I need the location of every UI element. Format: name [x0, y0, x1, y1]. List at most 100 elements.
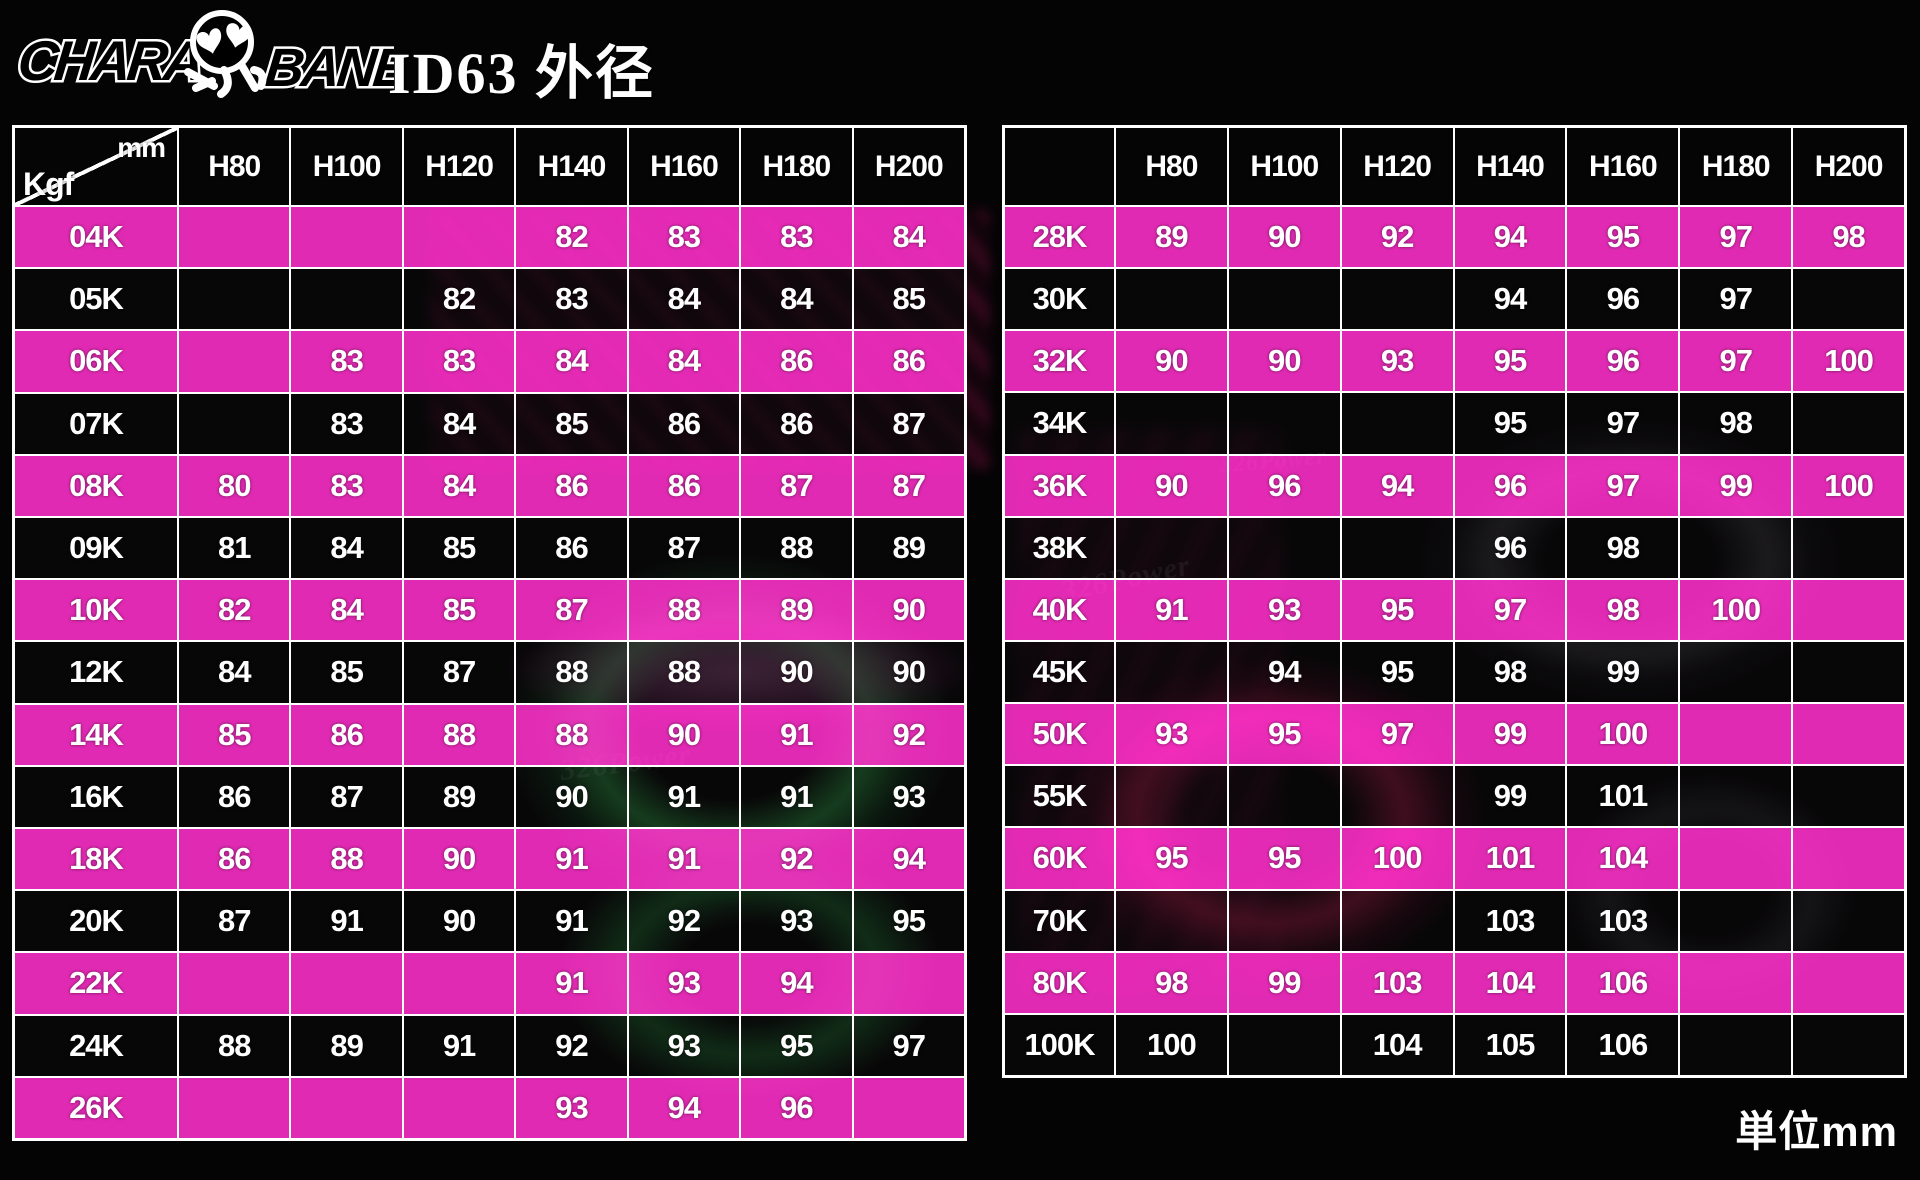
cell-40k-h160: 98: [1566, 578, 1680, 641]
cell-38k-h80: [1115, 516, 1228, 579]
cell-45k-h120: 95: [1340, 640, 1454, 704]
cell-08k-h80: 80: [178, 454, 291, 517]
cell-26k-h180: 96: [740, 1076, 853, 1139]
cell-12k-h200: 90: [852, 641, 965, 704]
cell-04k-h140: 82: [515, 206, 628, 269]
cell-70k-h100: [1227, 889, 1341, 952]
cell-05k-h120: 82: [402, 268, 516, 331]
cell-30k-h140: 94: [1453, 268, 1567, 331]
cell-50k-h80: 93: [1115, 703, 1228, 766]
row-label-30k: 30K: [1004, 268, 1115, 331]
charabane-logo: CHARA BANE: [10, 6, 417, 111]
cell-20k-h140: 91: [515, 890, 628, 953]
cell-08k-h160: 86: [627, 454, 741, 517]
cell-80k-h120: 103: [1340, 951, 1454, 1014]
cell-34k-h80: [1115, 392, 1228, 455]
cell-28k-h160: 95: [1566, 206, 1680, 269]
cell-10k-h160: 88: [627, 579, 741, 642]
cell-08k-h120: 84: [402, 454, 516, 517]
corner-kgf-label: Kgf: [23, 166, 74, 202]
cell-30k-h120: [1340, 268, 1454, 331]
cell-04k-h200: 84: [852, 206, 965, 269]
cell-32k-h200: 100: [1792, 330, 1905, 393]
corner-header-blank: [1004, 127, 1115, 206]
column-header-h80: H80: [178, 127, 291, 206]
cell-18k-h140: 91: [515, 828, 628, 891]
cell-24k-h80: 88: [178, 1014, 291, 1077]
cell-16k-h120: 89: [402, 765, 516, 828]
row-label-45k: 45K: [1004, 640, 1115, 704]
cell-09k-h180: 88: [740, 517, 853, 580]
row-label-80k: 80K: [1004, 951, 1115, 1014]
cell-32k-h180: 97: [1679, 330, 1793, 393]
cell-04k-h80: [178, 206, 291, 269]
cell-09k-h160: 87: [627, 517, 741, 580]
cell-10k-h80: 82: [178, 579, 291, 642]
cell-34k-h140: 95: [1453, 392, 1567, 455]
column-header-h200: H200: [852, 127, 965, 206]
row-label-07k: 07K: [14, 392, 178, 455]
cell-08k-h200: 87: [852, 454, 965, 517]
cell-55k-h160: 101: [1566, 765, 1680, 828]
cell-80k-h160: 106: [1566, 951, 1680, 1014]
cell-05k-h100: [290, 268, 403, 331]
cell-10k-h120: 85: [402, 579, 516, 642]
cell-14k-h80: 85: [178, 703, 291, 766]
cell-12k-h160: 88: [627, 641, 741, 704]
cell-22k-h200: [852, 952, 965, 1015]
row-label-38k: 38K: [1004, 516, 1115, 579]
cell-12k-h120: 87: [402, 641, 516, 704]
cell-10k-h180: 89: [740, 579, 853, 642]
cell-50k-h160: 100: [1566, 703, 1680, 766]
cell-05k-h160: 84: [627, 268, 741, 331]
skull-heart-eyes-icon: [184, 10, 267, 98]
cell-05k-h180: 84: [740, 268, 853, 331]
cell-26k-h200: [852, 1076, 965, 1139]
cell-30k-h100: [1227, 268, 1341, 331]
cell-30k-h180: 97: [1679, 268, 1793, 331]
cell-38k-h160: 98: [1566, 516, 1680, 579]
row-label-20k: 20K: [14, 890, 178, 953]
row-label-12k: 12K: [14, 641, 178, 704]
cell-34k-h200: [1792, 392, 1905, 455]
cell-36k-h80: 90: [1115, 454, 1228, 517]
cell-09k-h120: 85: [402, 517, 516, 580]
cell-40k-h180: 100: [1679, 578, 1793, 641]
cell-55k-h100: [1227, 765, 1341, 828]
cell-22k-h180: 94: [740, 952, 853, 1015]
cell-26k-h160: 94: [627, 1076, 741, 1139]
cell-36k-h200: 100: [1792, 454, 1905, 517]
cell-24k-h180: 95: [740, 1014, 853, 1077]
cell-16k-h200: 93: [852, 765, 965, 828]
row-label-24k: 24K: [14, 1014, 178, 1077]
cell-50k-h180: [1679, 703, 1793, 766]
cell-16k-h100: 87: [290, 765, 403, 828]
cell-28k-h100: 90: [1227, 206, 1341, 269]
cell-26k-h100: [290, 1076, 403, 1139]
cell-14k-h120: 88: [402, 703, 516, 766]
row-label-10k: 10K: [14, 579, 178, 642]
row-label-18k: 18K: [14, 828, 178, 891]
cell-09k-h200: 89: [852, 517, 965, 580]
cell-08k-h100: 83: [290, 454, 403, 517]
cell-14k-h140: 88: [515, 703, 628, 766]
cell-36k-h100: 96: [1227, 454, 1341, 517]
cell-28k-h200: 98: [1792, 206, 1905, 269]
cell-14k-h160: 90: [627, 703, 741, 766]
cell-50k-h140: 99: [1453, 703, 1567, 766]
cell-06k-h180: 86: [740, 330, 853, 393]
cell-70k-h120: [1340, 889, 1454, 952]
row-label-14k: 14K: [14, 703, 178, 766]
cell-80k-h100: 99: [1227, 951, 1341, 1014]
row-label-55k: 55K: [1004, 765, 1115, 828]
cell-12k-h140: 88: [515, 641, 628, 704]
cell-20k-h100: 91: [290, 890, 403, 953]
column-header-h140: H140: [1453, 127, 1567, 206]
cell-06k-h160: 84: [627, 330, 741, 393]
cell-14k-h180: 91: [740, 703, 853, 766]
cell-55k-h140: 99: [1453, 765, 1567, 828]
cell-60k-h120: 100: [1340, 827, 1454, 890]
cell-16k-h180: 91: [740, 765, 853, 828]
cell-14k-h100: 86: [290, 703, 403, 766]
cell-04k-h120: [402, 206, 516, 269]
